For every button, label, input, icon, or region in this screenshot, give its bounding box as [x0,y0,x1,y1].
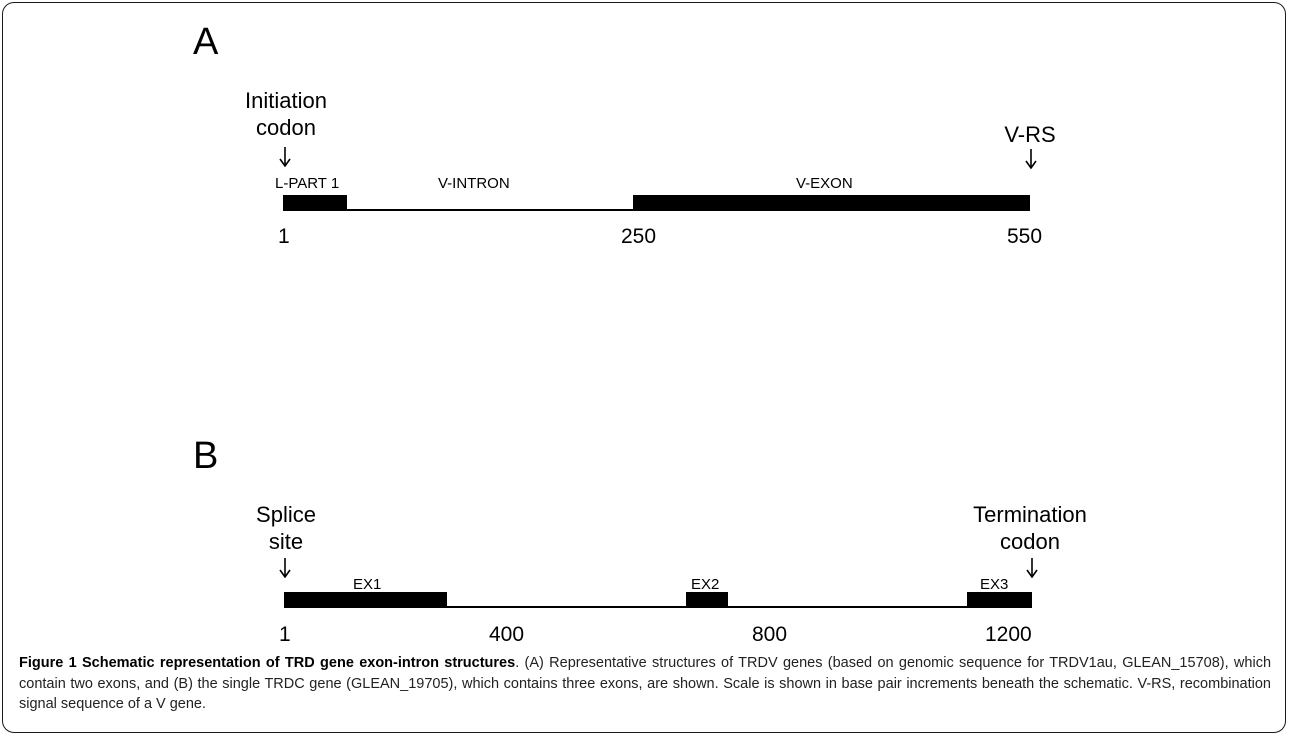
figure-caption: Figure 1 Schematic representation of TRD… [19,653,1271,715]
panel-a-label: A [193,21,219,63]
ex2-block [686,592,728,607]
splice-site-label: Splice site [254,501,318,555]
ex3-block [967,592,1032,607]
v-rs-label: V-RS [1004,122,1056,147]
v-exon-label: V-EXON [796,175,853,192]
initiation-codon-label: Initiation codon [240,87,332,141]
termination-codon-label: Termination codon [960,501,1100,555]
callout-line: site [268,529,304,554]
gene-backbone-line [284,606,1032,608]
callout-line: Termination [973,502,1087,527]
callout-line: Splice [256,502,316,527]
down-arrow-icon [279,147,291,167]
ex1-block [284,592,447,607]
scale-tick-label: 1200 [985,623,1032,646]
ex2-label: EX2 [691,576,720,593]
caption-title: Figure 1 Schematic representation of TRD… [19,655,516,671]
panel-b-label: B [193,435,219,477]
down-arrow-icon [1026,558,1038,578]
scale-tick-label: 250 [621,225,657,248]
scale-tick-label: 1 [279,623,291,646]
l-part-1-exon [283,195,347,210]
down-arrow-icon [279,558,291,578]
ex3-label: EX3 [980,576,1009,593]
scale-tick-label: 550 [1007,225,1043,248]
callout-line: Initiation [245,88,327,113]
v-intron-label: V-INTRON [438,175,510,192]
down-arrow-icon [1025,149,1037,169]
scale-tick-label: 1 [278,225,290,248]
l-part-1-label: L-PART 1 [275,175,340,192]
caption-text: . (A) Representative structures of TRDV … [19,655,1272,712]
callout-line: codon [1000,529,1060,554]
callout-line: codon [256,115,316,140]
scale-tick-label: 800 [752,623,788,646]
ex1-label: EX1 [353,576,382,593]
v-exon-block [633,195,1030,210]
scale-tick-label: 400 [489,623,525,646]
